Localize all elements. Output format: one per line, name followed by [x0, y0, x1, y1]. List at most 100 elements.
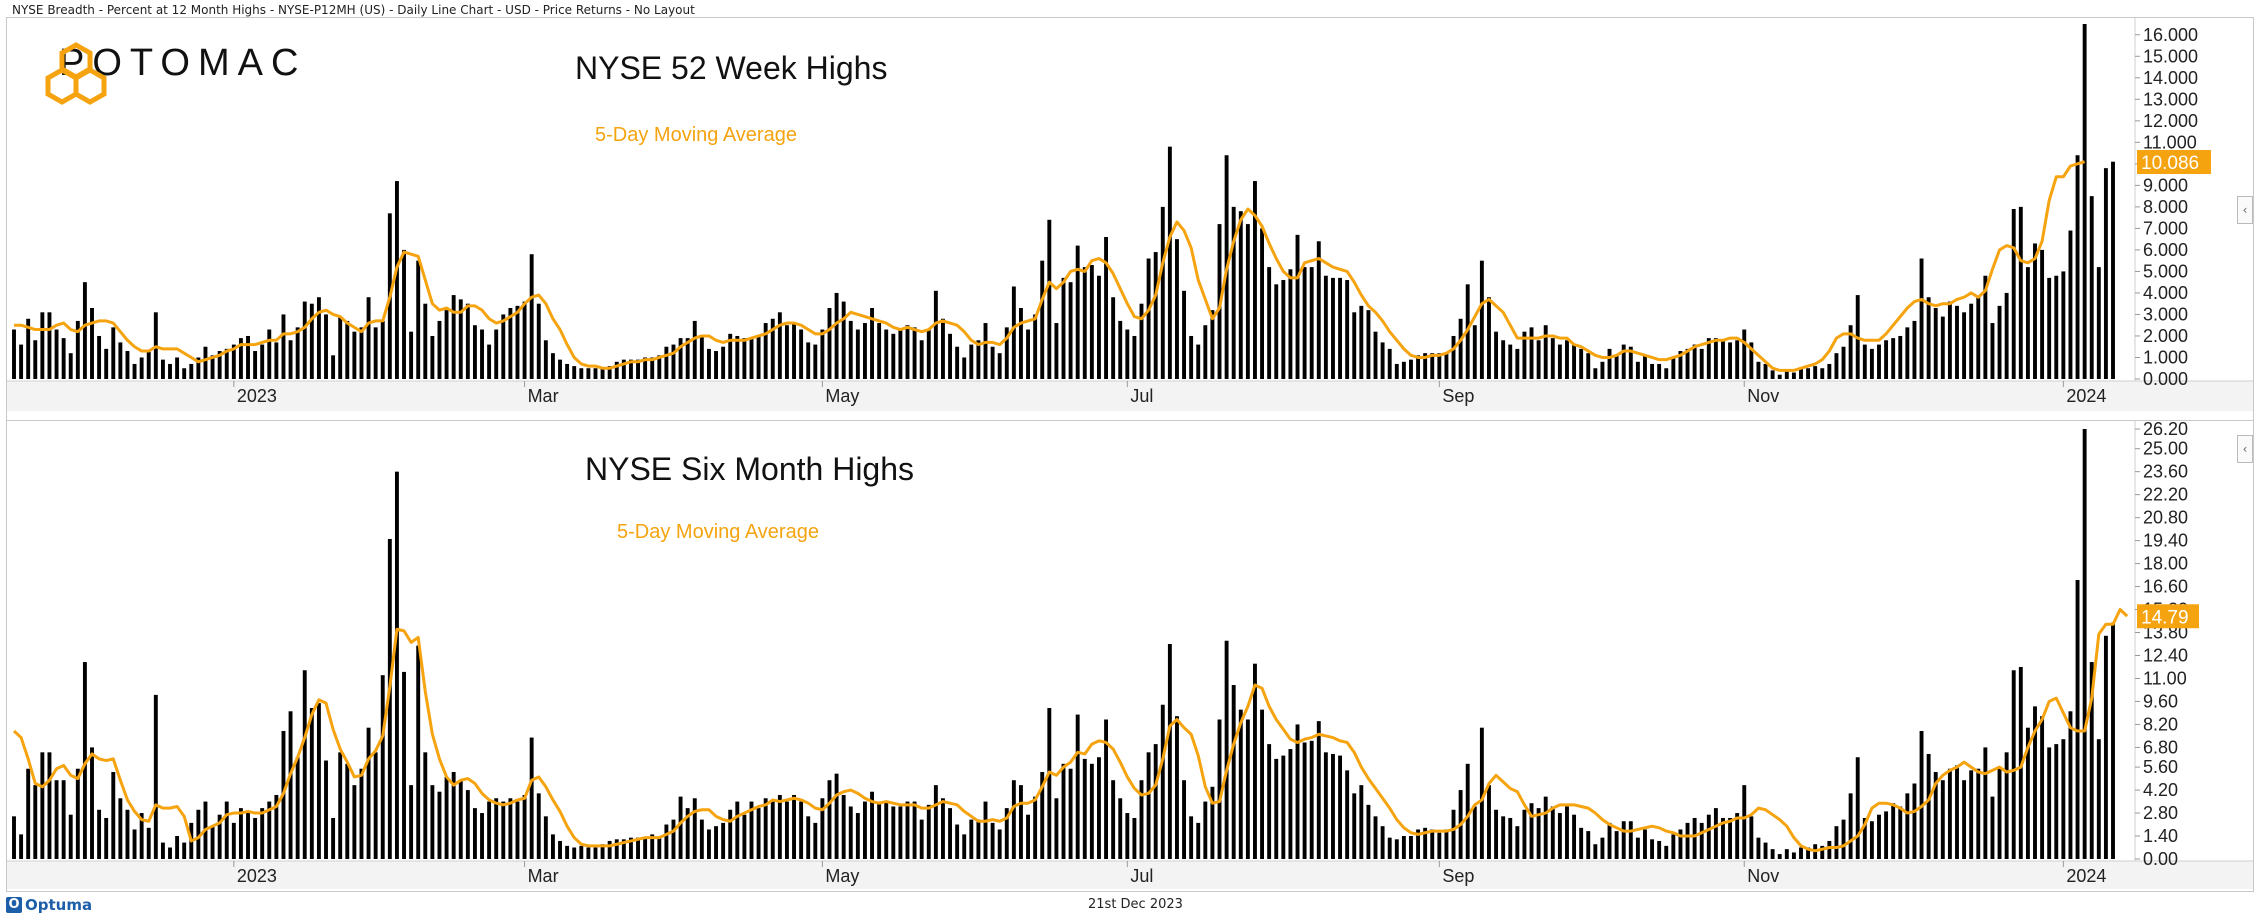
bar — [1075, 245, 1080, 379]
bar — [1366, 310, 1371, 379]
bar — [97, 335, 102, 379]
bar — [203, 346, 208, 379]
bar — [416, 260, 421, 379]
bar — [1401, 836, 1406, 859]
bar — [1572, 344, 1577, 379]
y-tick-label: 1.40 — [2143, 826, 2178, 846]
bar — [2096, 267, 2101, 379]
bar — [1373, 816, 1378, 859]
y-tick-label: 12.000 — [2143, 111, 2198, 131]
bar — [1245, 719, 1250, 859]
bar — [217, 351, 222, 379]
bar — [1309, 267, 1314, 379]
bar — [706, 348, 711, 379]
bar — [855, 813, 860, 859]
bar — [380, 675, 385, 859]
bar — [168, 847, 172, 859]
bar — [877, 323, 882, 379]
bar — [962, 357, 967, 379]
bottom-chart-panel[interactable]: 0.00 1.40 2.80 4.20 5.60 6.80 8.20 9.60 11.00 12.… — [6, 420, 2254, 892]
bar — [1026, 329, 1030, 379]
bar — [1253, 663, 1257, 859]
bar — [905, 801, 910, 859]
bar — [210, 826, 215, 859]
bar — [543, 816, 548, 859]
bar — [338, 316, 343, 379]
bar — [1706, 338, 1711, 379]
bar — [1210, 786, 1215, 859]
top-chart-svg[interactable]: 0.0001.0002.0003.0004.0005.0006.0007.000… — [7, 18, 2253, 423]
bar — [1777, 374, 1782, 379]
bar — [444, 310, 449, 379]
bar — [1004, 808, 1009, 859]
bar — [1479, 260, 1484, 379]
bar — [1139, 780, 1144, 859]
bar — [1458, 318, 1463, 379]
bar — [1494, 331, 1499, 379]
bar — [1416, 829, 1421, 859]
bar — [366, 297, 371, 379]
bar — [614, 361, 619, 379]
bar — [912, 327, 917, 379]
bar — [253, 817, 258, 859]
bar — [338, 752, 343, 859]
bar — [1940, 316, 1945, 379]
bar — [1749, 816, 1754, 859]
bar — [1543, 325, 1548, 379]
bar — [267, 801, 272, 859]
bar — [1245, 224, 1250, 379]
bar — [1635, 837, 1640, 859]
bar — [1742, 785, 1747, 859]
bar — [529, 737, 534, 859]
bar — [153, 694, 158, 859]
y-tick-label: 11.000 — [2143, 132, 2197, 152]
bar — [302, 301, 307, 379]
bar — [1309, 740, 1314, 859]
bar — [1529, 803, 1534, 859]
top-collapse-toggle[interactable]: ‹ — [2237, 196, 2253, 224]
bar — [884, 801, 889, 859]
bar — [1316, 241, 1321, 379]
bar — [1160, 206, 1165, 379]
bar — [1891, 803, 1896, 859]
bar — [1437, 353, 1442, 379]
bar — [2068, 230, 2073, 379]
y-tick-label: 12.40 — [2143, 645, 2188, 665]
bar — [756, 808, 761, 859]
bar — [848, 806, 853, 859]
bottom-collapse-toggle[interactable]: ‹ — [2237, 435, 2253, 463]
y-tick-label: 15.000 — [2143, 46, 2198, 66]
bar — [501, 314, 506, 379]
bar — [267, 329, 272, 379]
bar — [2004, 752, 2009, 859]
bar — [2061, 739, 2066, 859]
bar — [281, 314, 286, 379]
bar — [33, 340, 38, 379]
bar — [1728, 342, 1733, 379]
bar — [614, 839, 619, 859]
bar — [728, 333, 733, 379]
bar — [586, 847, 591, 859]
bar — [1763, 842, 1768, 859]
bar — [1139, 303, 1144, 379]
top-chart-panel[interactable]: 0.000 1.000 2.000 3.000 4.000 5.000 6.000 7.000… — [6, 17, 2254, 424]
bar — [487, 344, 492, 379]
bar — [1345, 770, 1350, 859]
bar — [806, 816, 811, 859]
bar — [522, 301, 527, 379]
bar — [40, 312, 45, 379]
last-value-label: 14.79 — [2141, 607, 2189, 628]
bar — [302, 670, 307, 859]
y-tick-label: 26.20 — [2143, 421, 2188, 439]
x-tick-label: Jul — [1130, 866, 1153, 886]
bar — [1593, 844, 1598, 859]
bar — [1962, 780, 1967, 859]
bar — [1522, 331, 1527, 379]
y-tick-label: 23.60 — [2143, 462, 2188, 482]
y-tick-label: 22.20 — [2143, 485, 2188, 505]
last-value-badge — [2137, 604, 2199, 629]
bar — [487, 801, 492, 859]
bottom-chart-svg[interactable]: 0.00 1.40 2.80 4.20 5.606.80 8.20 9.60 11.00 12.… — [7, 421, 2253, 891]
y-tick-label: 18.00 — [2143, 554, 2188, 574]
bar — [437, 320, 442, 379]
